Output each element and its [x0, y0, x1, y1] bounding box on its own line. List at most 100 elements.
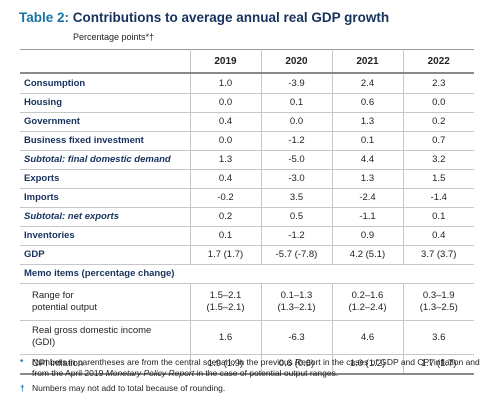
row-label: Range for potential output [20, 283, 190, 321]
footnote-report-title: Monetary Policy Report [105, 367, 195, 378]
table-row: Exports 0.4 -3.0 1.3 1.5 [20, 169, 474, 189]
table-cell: 0.4 [189, 112, 261, 132]
table-cell: 0.0 [260, 112, 332, 132]
table-cell: -2.4 [331, 188, 403, 208]
table-cell: 1.3 [189, 150, 261, 170]
row-label: Housing [20, 93, 190, 113]
table-cell: 0.6 [331, 93, 403, 113]
gdp-row: GDP 1.7 (1.7) -5.7 (-7.8) 4.2 (5.1) 3.7 … [20, 245, 474, 265]
column-header: 2019 [189, 49, 261, 73]
previous-range-value: (1.3–2.5) [419, 301, 458, 313]
footnote-text: in the case of potential output ranges. [194, 367, 339, 378]
table-cell: 1.5–2.1 (1.5–2.1) [189, 283, 261, 321]
row-label: Government [20, 112, 190, 132]
table-cell: 1.5 [402, 169, 474, 189]
table-cell: 1.7 (1.7) [189, 245, 261, 265]
header-row: 2019 2020 2021 2022 [20, 49, 474, 74]
table-row: Imports -0.2 3.5 -2.4 -1.4 [20, 188, 474, 208]
range-value: 0.3–1.9 [422, 289, 455, 301]
table-notes: * Numbers in parentheses are from the ce… [20, 357, 480, 399]
table-row: Consumption 1.0 -3.9 2.4 2.3 [20, 73, 474, 94]
row-label: Subtotal: final domestic demand [20, 150, 190, 170]
table-cell: -5.7 (-7.8) [260, 245, 332, 265]
table-cell: 0.3–1.9 (1.3–2.5) [402, 283, 474, 321]
row-label-line: potential output [32, 301, 97, 313]
table-cell: 1.3 [331, 169, 403, 189]
memo-row: CPI inflation 1.9 (1.9) 0.6 (0.6) 1.0 (1… [20, 354, 474, 375]
table-cell: 0.6 (0.6) [260, 354, 332, 375]
table-title-text: Contributions to average annual real GDP… [72, 10, 390, 25]
subtotal-row: Subtotal: net exports 0.2 0.5 -1.1 0.1 [20, 207, 474, 227]
table-cell: 0.2–1.6 (1.2–2.4) [331, 283, 403, 321]
table-cell: 0.9 [331, 226, 403, 246]
table-number: Table 2: [19, 10, 70, 25]
row-label-line: (GDI) [32, 337, 56, 348]
table-cell: 3.6 [402, 320, 474, 355]
table-row: Inventories 0.1 -1.2 0.9 0.4 [20, 226, 474, 246]
table-cell: 0.5 [260, 207, 332, 227]
range-value: 1.5–2.1 [209, 289, 242, 301]
table-cell: 3.2 [402, 150, 474, 170]
table-cell: -3.9 [260, 73, 332, 94]
table-cell: 0.1 [402, 207, 474, 227]
corner-cell [20, 50, 190, 74]
table-cell: -6.3 [260, 320, 332, 355]
table-cell: 1.6 [189, 320, 261, 355]
table-cell: 3.5 [260, 188, 332, 208]
previous-range-value: (1.3–2.1) [277, 301, 316, 313]
table-cell: 1.0 (1.2) [331, 354, 403, 375]
row-label: Consumption [20, 73, 190, 94]
column-header: 2021 [331, 49, 403, 73]
table-cell: 4.4 [331, 150, 403, 170]
table-cell: 0.1 [189, 226, 261, 246]
table-row: Housing 0.0 0.1 0.6 0.0 [20, 93, 474, 113]
range-value: 0.2–1.6 [351, 289, 384, 301]
previous-range-value: (1.5–2.1) [206, 301, 245, 313]
table-cell: 2.3 [402, 73, 474, 94]
table-cell: 0.1–1.3 (1.3–2.1) [260, 283, 332, 321]
memo-row: Real gross domestic income (GDI) 1.6 -6.… [20, 320, 474, 355]
footnote-symbol: † [20, 383, 25, 393]
footnote: * Numbers in parentheses are from the ce… [20, 357, 480, 378]
footnote-text: Numbers may not add to total because of … [32, 383, 226, 393]
table-cell: 0.4 [189, 169, 261, 189]
table-title: Table 2: Contributions to average annual… [19, 10, 389, 25]
table-cell: -3.0 [260, 169, 332, 189]
row-label: Real gross domestic income (GDI) [20, 320, 190, 355]
row-label-line: Range for [32, 289, 74, 301]
row-label: Inventories [20, 226, 190, 246]
table-cell: 0.2 [402, 112, 474, 132]
table-cell: 0.1 [331, 131, 403, 151]
table-cell: -1.2 [260, 226, 332, 246]
table-cell: 0.2 [189, 207, 261, 227]
table-cell: 0.0 [189, 131, 261, 151]
table-cell: 1.7 (1.7) [402, 354, 474, 375]
table-cell: -0.2 [189, 188, 261, 208]
table-cell: -1.4 [402, 188, 474, 208]
range-value: 0.1–1.3 [280, 289, 313, 301]
memo-row: Range for potential output 1.5–2.1 (1.5–… [20, 283, 474, 321]
row-label: Imports [20, 188, 190, 208]
table-row: Government 0.4 0.0 1.3 0.2 [20, 112, 474, 132]
previous-range-value: (1.2–2.4) [348, 301, 387, 313]
row-label: Exports [20, 169, 190, 189]
table-cell: 0.0 [189, 93, 261, 113]
table-cell: -5.0 [260, 150, 332, 170]
row-label: CPI inflation [20, 354, 190, 375]
row-label: Subtotal: net exports [20, 207, 190, 227]
footnote: † Numbers may not add to total because o… [20, 383, 480, 394]
gdp-contributions-table: 2019 2020 2021 2022 Consumption 1.0 -3.9… [20, 49, 474, 375]
table-cell: 0.0 [402, 93, 474, 113]
footnote-symbol: * [20, 357, 24, 367]
row-label-line: Real gross domestic income [32, 325, 152, 336]
memo-header: Memo items (percentage change) [20, 264, 474, 284]
row-label: Business fixed investment [20, 131, 190, 151]
table-cell: 0.4 [402, 226, 474, 246]
table-row: Business fixed investment 0.0 -1.2 0.1 0… [20, 131, 474, 151]
footnote-text: Numbers in parentheses are from the cent… [32, 357, 480, 378]
table-cell: -1.1 [331, 207, 403, 227]
row-label: GDP [20, 245, 190, 265]
table-cell: -1.2 [260, 131, 332, 151]
memo-header-row: Memo items (percentage change) [20, 264, 474, 284]
